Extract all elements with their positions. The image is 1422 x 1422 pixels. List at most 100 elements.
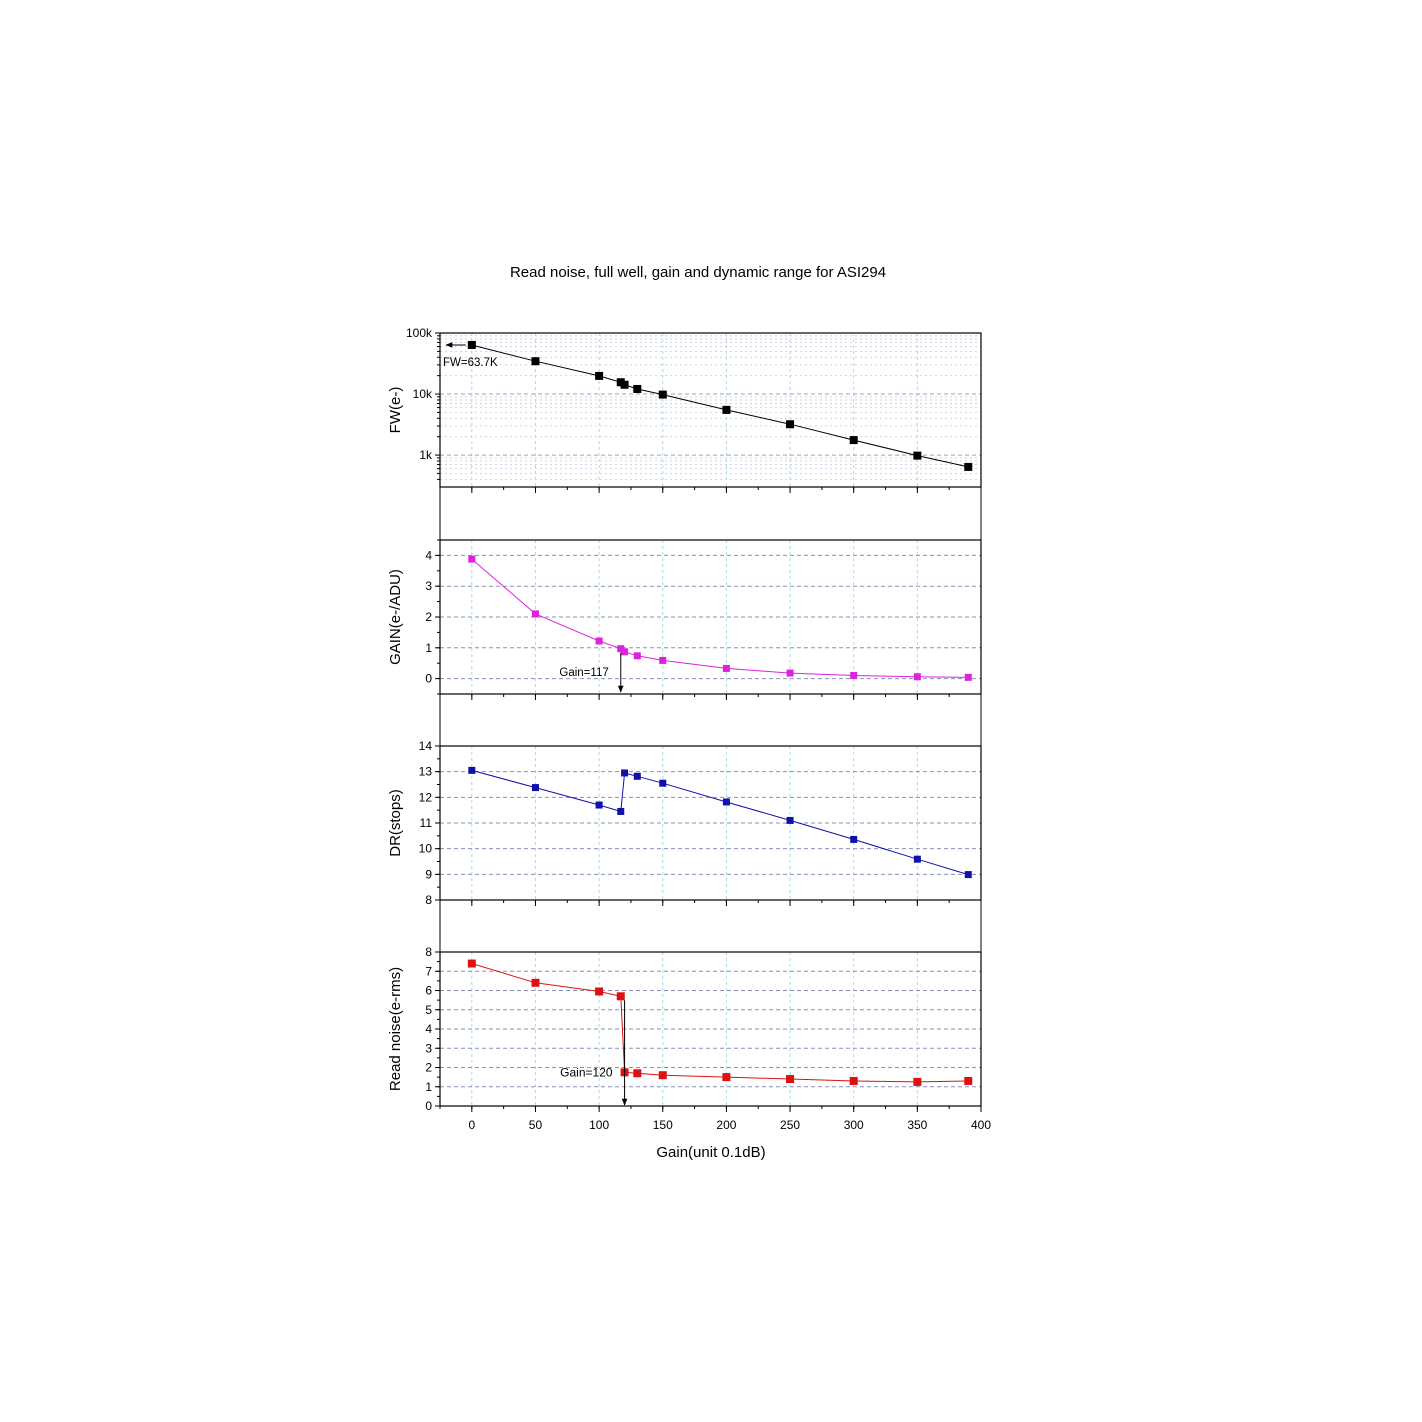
panel-frame [439,745,982,901]
y-tick-label: 11 [420,816,433,830]
y-tick-label: 5 [425,1003,432,1017]
data-point [467,340,476,349]
panel-frame [439,332,982,488]
y-tick-label: 12 [419,790,433,804]
data-point [913,1077,922,1086]
series-line-fw [471,344,969,468]
data-point [595,801,603,809]
data-point [913,855,921,863]
rn-annotation: Gain=120 [560,1065,613,1079]
data-point [786,420,795,429]
data-point [633,652,641,660]
y-axis-label-fw: FW(e-) [387,387,404,434]
x-tick-label: 0 [468,1118,475,1132]
panel-dr: 8 9 10 11 12 13 14 DR(stops) [387,739,982,907]
data-point [964,1076,973,1085]
y-tick-label: 6 [425,984,432,998]
data-point [722,798,730,806]
y-axis-label-dr: DR(stops) [387,789,404,857]
chart-title: Read noise, full well, gain and dynamic … [510,264,886,281]
x-tick-label: 250 [780,1118,800,1132]
y-axis-label-gain: GAIN(e-/ADU) [387,569,404,665]
y-tick-label: 8 [425,893,432,907]
data-point [658,390,667,399]
data-point [850,835,858,843]
data-point [786,669,794,677]
data-point [595,371,604,380]
data-point [659,779,667,787]
data-point [621,648,629,656]
data-point [849,1076,858,1085]
series-line-gain [471,558,969,678]
data-point [621,769,629,777]
y-tick-label: 4 [425,548,432,562]
data-point [633,772,641,780]
y-tick-label: 3 [425,1041,432,1055]
x-tick-label: 300 [844,1118,864,1132]
y-tick-label: 3 [425,579,432,593]
y-tick-label: 8 [425,945,432,959]
data-point [617,645,625,653]
data-point [658,1071,667,1080]
x-tick-label: 200 [716,1118,736,1132]
y-tick-label: 100k [406,326,433,340]
data-point [722,405,731,414]
y-tick-label: 1 [425,641,432,655]
data-point [913,451,922,460]
y-tick-label: 14 [419,739,433,753]
y-tick-label: 1 [425,1080,432,1094]
x-tick-label: 350 [907,1118,927,1132]
y-tick-label: 2 [425,1061,432,1075]
data-point [531,357,540,366]
data-point [849,436,858,445]
y-axis-label-rn: Read noise(e-rms) [387,967,404,1091]
data-point [964,673,972,681]
data-point [913,673,921,681]
data-point [467,959,476,968]
fw-annotation: FW=63.7K [443,357,498,369]
data-point [633,1069,642,1078]
data-point [531,784,539,792]
panel-fw: 1k 10k 100k FW(e-) FW=63.7K [387,326,982,493]
x-tick-label: 150 [653,1118,673,1132]
series-line-rn [471,963,969,1083]
y-tick-label: 0 [425,1099,432,1113]
data-point [620,380,629,389]
y-tick-label: 13 [419,765,433,779]
panels-group: 1k10k100kFW(e-)FW=63.7K01234GAIN(e-/ADU)… [387,326,991,1132]
data-point [850,672,858,680]
data-point [595,637,603,645]
data-point [722,664,730,672]
gain-annotation: Gain=117 [559,667,608,679]
data-point [595,987,604,996]
x-tick-label: 50 [529,1118,543,1132]
data-point [786,816,794,824]
panel-frame [439,951,982,1107]
data-point [617,807,625,815]
data-point [786,1075,795,1084]
data-point [964,871,972,879]
data-point [964,462,973,471]
y-tick-label: 10 [419,842,433,856]
y-tick-label: 9 [425,867,432,881]
panel-gain: 0 1 2 3 4 GAIN(e-/ADU) Gain=117 [387,539,982,700]
series-line-dr [471,769,969,876]
y-tick-label: 1k [419,448,433,462]
data-point [659,656,667,664]
data-point [468,766,476,774]
x-axis-label: Gain(unit 0.1dB) [656,1144,765,1161]
data-point [616,992,625,1001]
y-tick-label: 7 [425,964,432,978]
data-point [722,1073,731,1082]
panel-rn: 0 1 2 3 4 5 6 7 8 Read noise(e-rms) Gain=120 0 50 100… [387,945,991,1132]
y-tick-label: 10k [413,387,433,401]
data-point [633,384,642,393]
data-point [468,555,476,563]
y-tick-label: 0 [425,672,432,686]
panel-frame [439,539,982,695]
y-tick-label: 2 [425,610,432,624]
y-tick-label: 4 [425,1022,432,1036]
x-tick-label: 400 [971,1118,991,1132]
x-tick-label: 100 [589,1118,609,1132]
